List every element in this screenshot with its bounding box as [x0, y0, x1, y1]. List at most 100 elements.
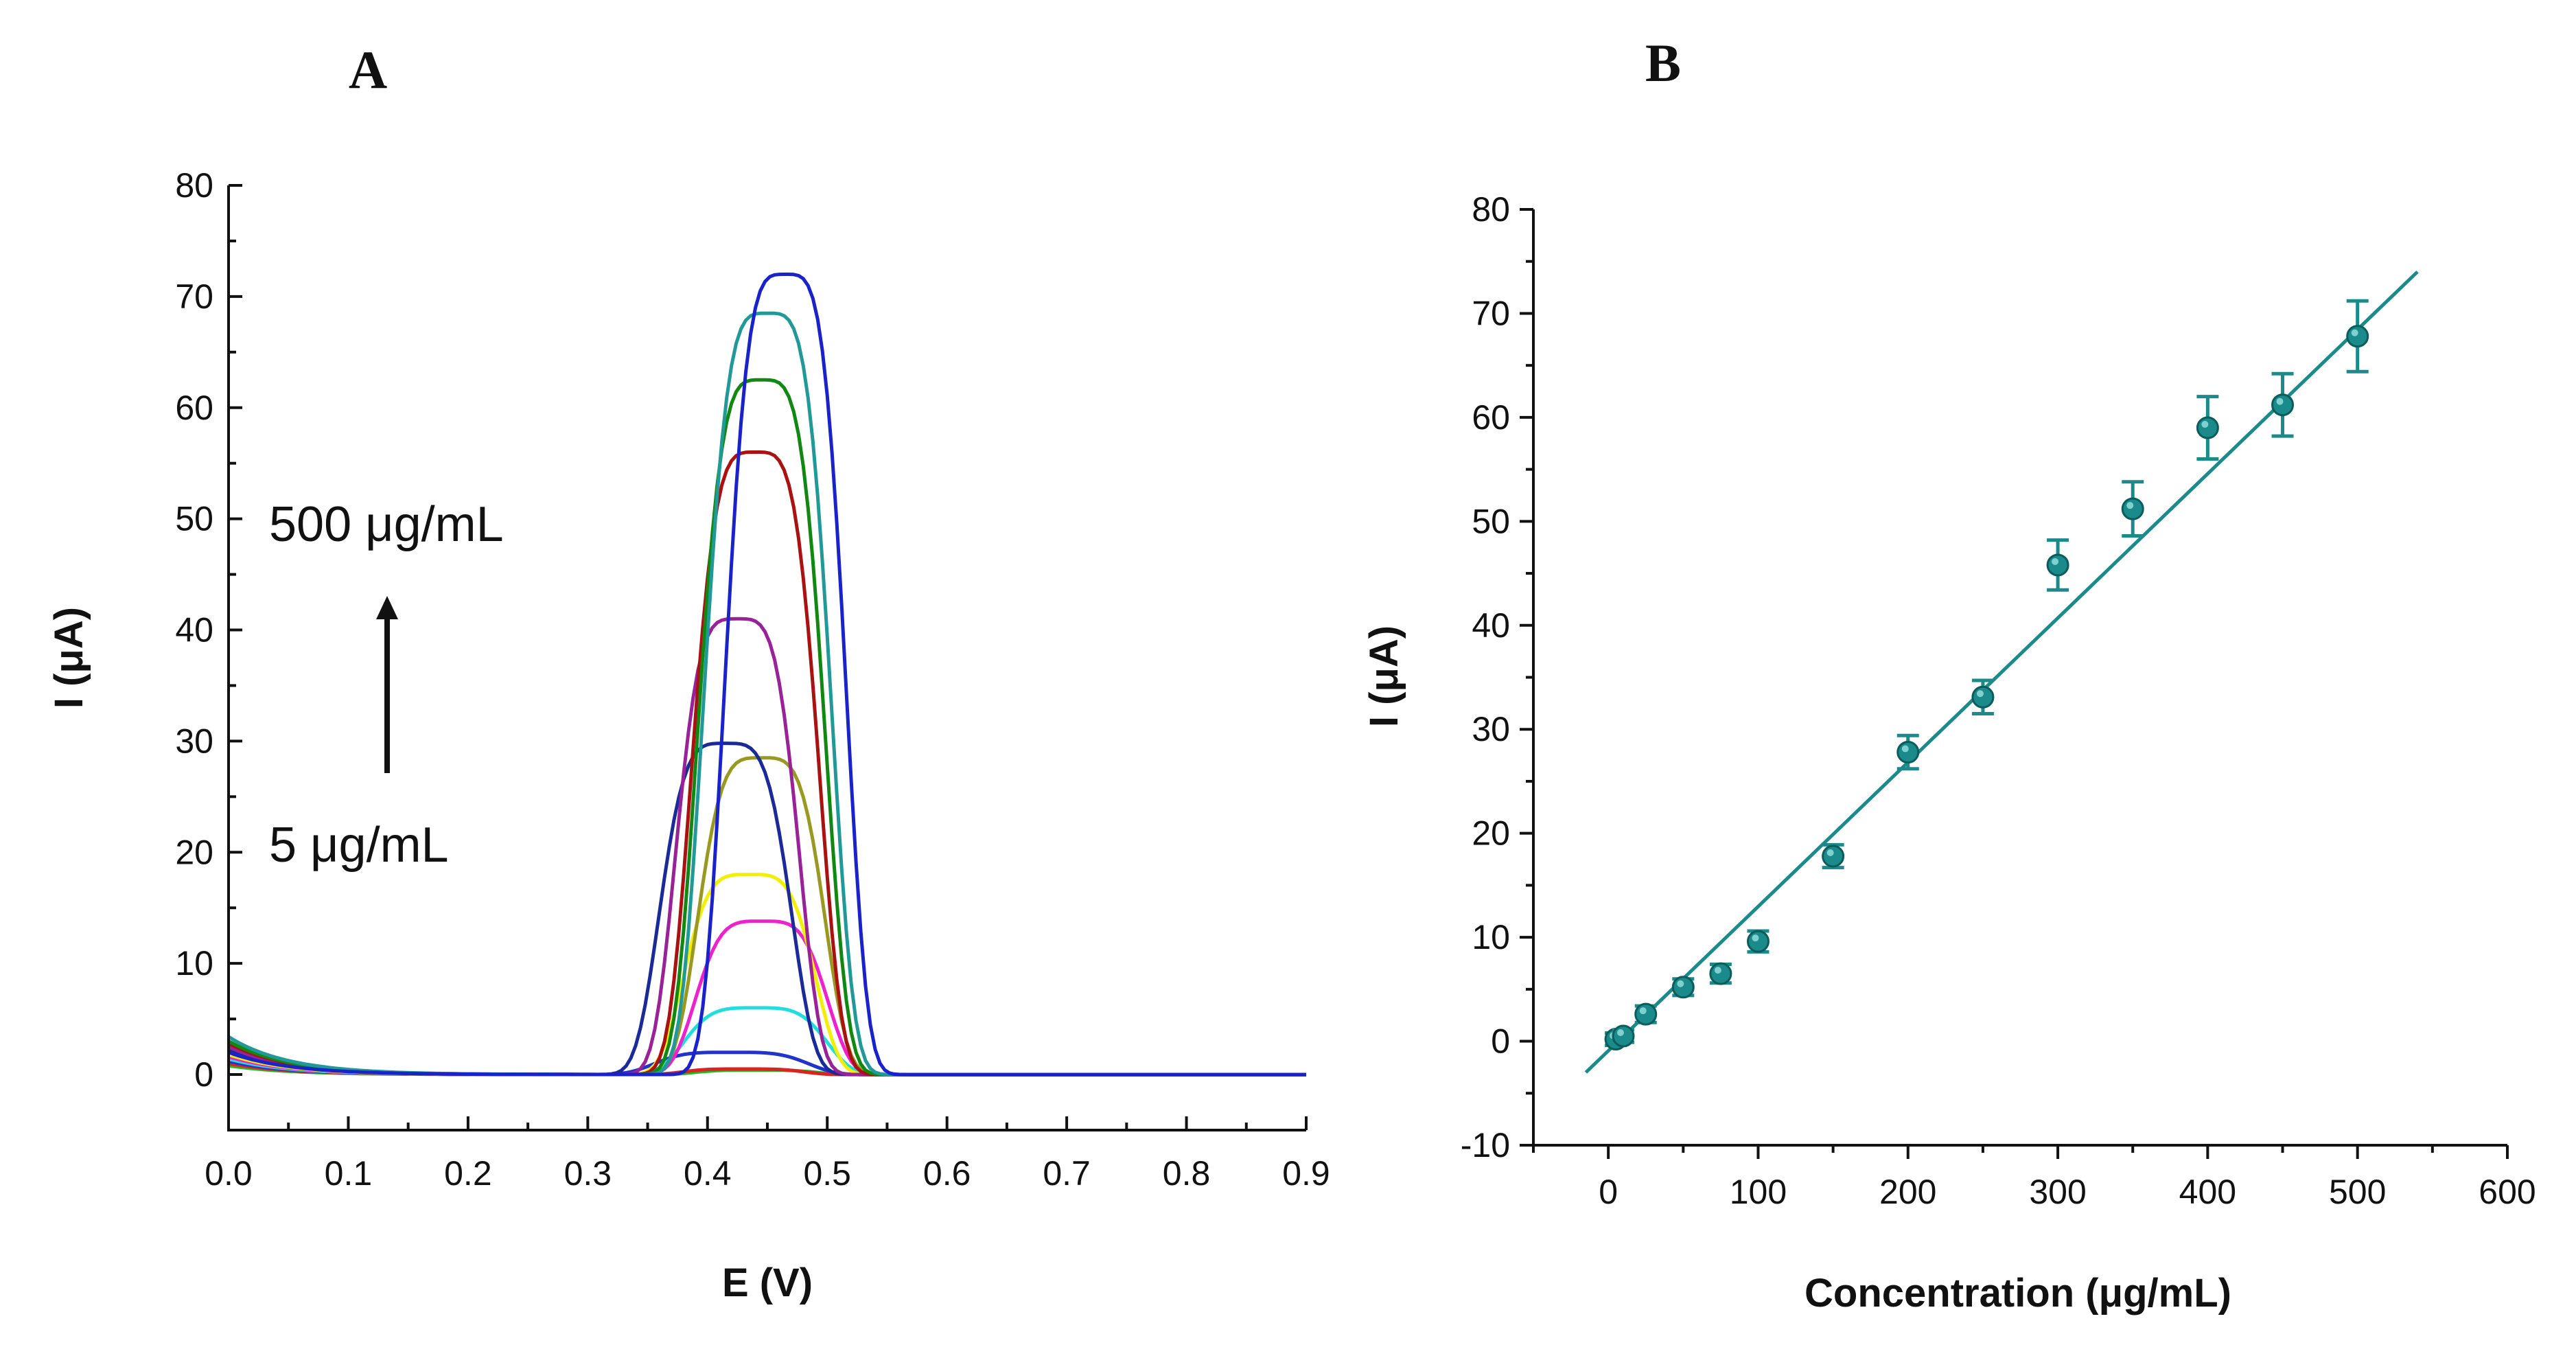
- point-highlight: [1752, 934, 1759, 942]
- panel-b-xtick-label: 400: [2179, 1173, 2236, 1211]
- panel-b-ytick-label: 20: [1472, 814, 1510, 853]
- point-marker: [1746, 930, 1769, 953]
- point-highlight: [2351, 329, 2358, 336]
- panel-b: B 0 100 200 300 400 500 600 -10 0 10 20 30 40 50 60 70 8…: [1362, 33, 2536, 1315]
- panel-a-ytick-label: 20: [175, 833, 213, 871]
- point-highlight: [2201, 421, 2209, 428]
- panel-a-xtick-label: 0.5: [803, 1154, 851, 1193]
- data-point: [2046, 538, 2069, 592]
- data-point: [1634, 1002, 1658, 1026]
- panel-a-ytick-label: 40: [175, 611, 213, 650]
- point-highlight: [1714, 967, 1721, 974]
- panel-b-ytick-label: 80: [1472, 190, 1510, 229]
- point-marker: [1612, 1024, 1635, 1048]
- panel-a-xtick-label: 0.8: [1163, 1154, 1211, 1193]
- panel-b-ytick-label: -10: [1461, 1126, 1510, 1164]
- panel-b-ticks: 0 100 200 300 400 500 600 -10 0 10 20 30 40 50 60 70 80: [1461, 190, 2536, 1211]
- panel-a-xtick-label: 0.0: [205, 1154, 253, 1193]
- panel-a-ytick-label: 0: [194, 1055, 213, 1094]
- series-navy: [228, 742, 1306, 1077]
- data-point: [1822, 842, 1845, 870]
- point-highlight: [1901, 745, 1909, 752]
- series-yellow: [228, 873, 1306, 1077]
- annotation-bottom: 5 μg/mL: [269, 818, 449, 873]
- point-marker: [2121, 497, 2144, 520]
- point-highlight: [2276, 398, 2284, 405]
- panel-a-ylabel: I (μA): [47, 607, 91, 709]
- panel-b-xtick-label: 200: [1879, 1173, 1936, 1211]
- panel-b-ytick-label: 50: [1472, 502, 1510, 540]
- annotation-top: 500 μg/mL: [269, 497, 504, 552]
- point-marker: [1671, 976, 1695, 999]
- panel-a-ticks: 0.0 0.1 0.2 0.3 0.4 0.5 0.6 0.7 0.8 0.9 0 10 20 30 40 5…: [175, 166, 1330, 1193]
- panel-a-xtick-label: 0.3: [564, 1154, 612, 1193]
- point-highlight: [1976, 690, 1984, 698]
- panel-a-letter: A: [349, 40, 387, 100]
- panel-a-ytick-label: 30: [175, 722, 213, 760]
- panel-a-ytick-label: 50: [175, 500, 213, 538]
- panel-a: A 0.0 0.1 0.2 0.3 0.4 0.5 0.6 0.7 0.8 0.9 0 10 20 30 4…: [47, 40, 1330, 1305]
- point-highlight: [1639, 1007, 1647, 1015]
- panel-a-ytick-label: 70: [175, 277, 213, 316]
- panel-b-xtick-label: 600: [2479, 1173, 2536, 1211]
- panel-b-xtick-label: 500: [2329, 1173, 2386, 1211]
- data-point: [1709, 962, 1732, 985]
- point-marker: [1634, 1002, 1658, 1026]
- panel-b-xtick-label: 100: [1730, 1173, 1787, 1211]
- series-cyan: [228, 1006, 1306, 1077]
- panel-b-axes: [1532, 209, 2507, 1147]
- panel-a-xlabel: E (V): [722, 1261, 813, 1305]
- point-marker: [1896, 741, 1920, 764]
- point-marker: [1709, 962, 1732, 985]
- panel-a-xtick-label: 0.1: [325, 1154, 373, 1193]
- data-point: [1971, 678, 1995, 716]
- point-marker: [2046, 553, 2069, 577]
- annotation-arrowhead: [376, 596, 398, 619]
- point-marker: [2346, 325, 2369, 348]
- panel-b-ytick-label: 40: [1472, 606, 1510, 645]
- point-highlight: [1616, 1029, 1624, 1036]
- data-point: [2121, 480, 2144, 538]
- panel-b-ytick-label: 0: [1491, 1022, 1510, 1061]
- panel-a-ytick-label: 10: [175, 944, 213, 982]
- panel-a-xtick-label: 0.4: [684, 1154, 732, 1193]
- panel-a-ytick-label: 60: [175, 389, 213, 427]
- point-marker: [1971, 685, 1995, 709]
- panel-b-letter: B: [1645, 33, 1681, 93]
- panel-b-ytick-label: 10: [1472, 918, 1510, 956]
- panel-a-xtick-label: 0.6: [923, 1154, 971, 1193]
- point-highlight: [1826, 849, 1834, 856]
- panel-b-xtick-label: 0: [1599, 1173, 1618, 1211]
- fit-line: [1584, 271, 2419, 1074]
- point-highlight: [1677, 980, 1684, 987]
- panel-b-ylabel: I (μA): [1362, 625, 1406, 727]
- series-darkgreen: [227, 378, 1306, 1077]
- panel-a-curves: [227, 273, 1306, 1077]
- panel-a-axes: [227, 185, 1306, 1131]
- series-blue: [228, 273, 1306, 1077]
- panel-b-ytick-label: 60: [1472, 398, 1510, 437]
- point-marker: [1822, 844, 1845, 868]
- data-point: [1612, 1024, 1635, 1048]
- data-point: [1671, 976, 1695, 999]
- panel-b-xtick-label: 300: [2029, 1173, 2086, 1211]
- panel-a-xtick-label: 0.9: [1282, 1154, 1330, 1193]
- panel-b-ytick-label: 70: [1472, 294, 1510, 332]
- point-marker: [2271, 393, 2295, 417]
- point-highlight: [2126, 502, 2134, 509]
- data-point: [2196, 395, 2219, 461]
- data-point: [2346, 299, 2369, 374]
- point-highlight: [2052, 558, 2059, 565]
- panel-b-ytick-label: 30: [1472, 710, 1510, 748]
- panel-a-ytick-label: 80: [175, 166, 213, 205]
- data-point: [1896, 733, 1920, 771]
- data-point: [1746, 929, 1769, 954]
- point-marker: [2196, 416, 2219, 439]
- panel-a-xtick-label: 0.7: [1043, 1154, 1091, 1193]
- panel-a-xtick-label: 0.2: [444, 1154, 492, 1193]
- data-point: [2271, 371, 2295, 438]
- series-olive: [228, 756, 1306, 1077]
- panel-b-xlabel: Concentration (μg/mL): [1805, 1271, 2231, 1315]
- series-teal: [227, 311, 1306, 1077]
